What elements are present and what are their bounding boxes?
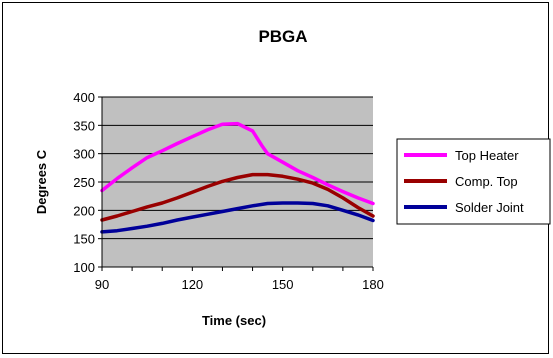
chart-title: PBGA (258, 27, 307, 46)
series-lines (100, 121, 375, 234)
x-axis-label: Time (sec) (202, 313, 266, 328)
y-axis-ticks: 100 150 200 250 300 350 400 (73, 90, 102, 275)
x-tick-label: 120 (181, 277, 203, 292)
y-tick-label: 150 (73, 232, 95, 247)
legend-label: Comp. Top (455, 174, 518, 189)
y-tick-label: 350 (73, 118, 95, 133)
y-tick-label: 300 (73, 147, 95, 162)
y-tick-label: 400 (73, 90, 95, 105)
legend: Top Heater Comp. Top Solder Joint (396, 138, 551, 225)
series-line-2 (100, 201, 375, 234)
legend-label: Top Heater (455, 148, 519, 163)
y-axis-label: Degrees C (34, 149, 49, 214)
y-tick-label: 100 (73, 260, 95, 275)
series-line-1 (100, 172, 375, 222)
y-tick-label: 200 (73, 203, 95, 218)
series-line-0 (100, 121, 375, 206)
y-tick-label: 250 (73, 175, 95, 190)
x-axis-ticks: 90 120 150 180 (95, 267, 384, 292)
x-tick-label: 180 (362, 277, 384, 292)
legend-label: Solder Joint (455, 200, 524, 215)
x-tick-label: 90 (95, 277, 109, 292)
x-tick-label: 150 (272, 277, 294, 292)
